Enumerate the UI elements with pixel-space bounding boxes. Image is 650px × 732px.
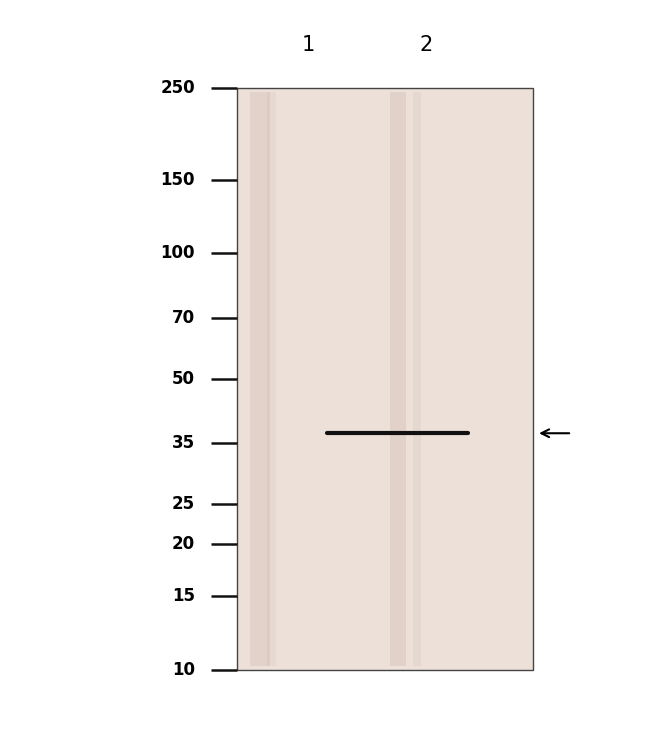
Text: 10: 10: [172, 661, 195, 679]
Text: 2: 2: [419, 35, 432, 55]
Text: 70: 70: [172, 309, 195, 327]
Bar: [237, 88, 533, 670]
Text: 50: 50: [172, 370, 195, 388]
Bar: [266, 92, 276, 666]
Text: 1: 1: [302, 35, 315, 55]
Text: 250: 250: [161, 79, 195, 97]
Bar: [390, 92, 406, 666]
Text: 35: 35: [172, 434, 195, 452]
Text: 150: 150: [161, 171, 195, 189]
Bar: [250, 92, 270, 666]
Text: 20: 20: [172, 536, 195, 553]
Bar: [413, 92, 421, 666]
Text: 100: 100: [161, 244, 195, 263]
Text: 25: 25: [172, 495, 195, 513]
Text: 15: 15: [172, 588, 195, 605]
